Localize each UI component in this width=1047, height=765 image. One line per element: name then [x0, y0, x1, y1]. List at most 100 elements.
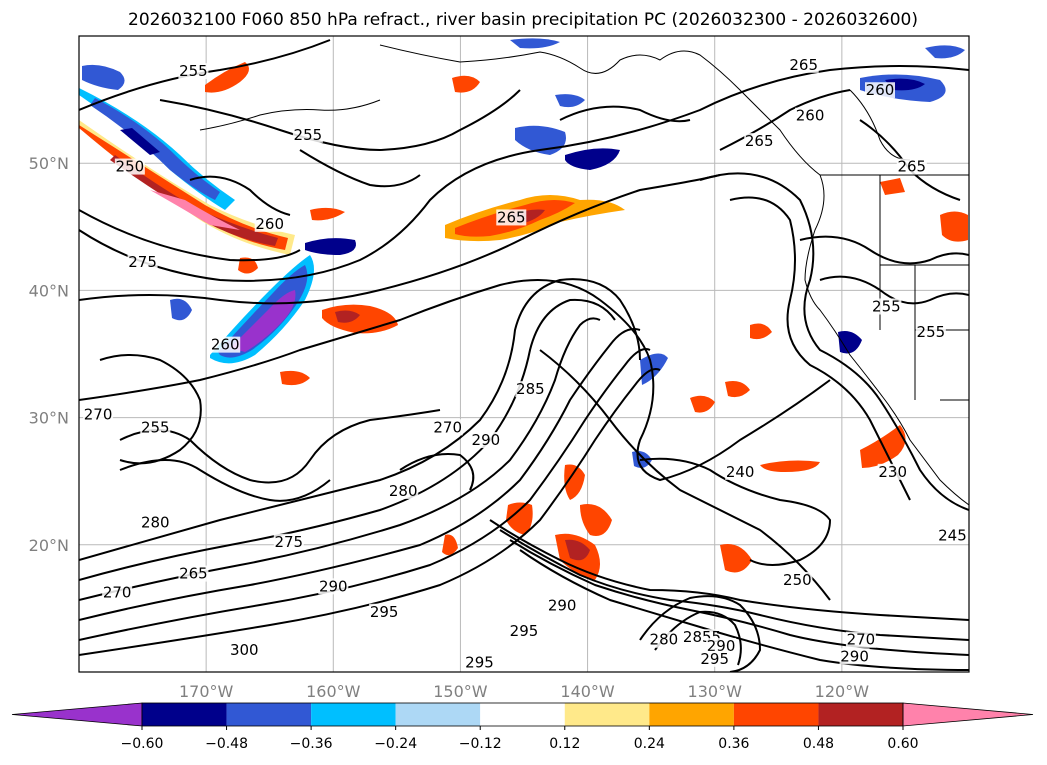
- contour-label: 285: [516, 380, 545, 398]
- lat-tick-label: 20°N: [29, 536, 69, 555]
- precip-blob-orange-left: [238, 257, 258, 274]
- precip-blob-orange-top: [452, 75, 480, 93]
- precip-blob-subtrop-g: [725, 381, 750, 398]
- contour-label-bg: [83, 406, 114, 423]
- precip-blob-orange-coast3: [750, 323, 772, 340]
- lon-tick-label: 170°W: [179, 682, 234, 701]
- coastline: [199, 44, 969, 506]
- contour-label-bg: [865, 82, 895, 99]
- lat-tick-label: 30°N: [29, 409, 69, 428]
- contour-label-bg: [877, 463, 908, 480]
- contour-label: 250: [783, 571, 812, 589]
- colorbar-bin: [142, 703, 227, 726]
- contour-label: 275: [128, 253, 157, 271]
- precip-blob-blue-44n: [305, 238, 356, 255]
- contour-label-bg: [915, 323, 946, 340]
- precip-blob-subtrop-a: [506, 502, 533, 535]
- colorbar-tick-label: −0.60: [121, 736, 164, 752]
- contour-label-bg: [937, 527, 968, 544]
- precip-blob-nw-navy: [120, 128, 160, 155]
- colorbar-extend-low: [11, 702, 143, 727]
- contour-label: 300: [230, 641, 259, 659]
- colorbar-bin: [649, 703, 734, 726]
- longitude-tick-labels: 170°W 160°W 150°W 140°W 130°W 120°W: [179, 682, 869, 701]
- precip-blob-nw-band: [79, 120, 295, 255]
- precip-blob-orange-coast4: [880, 178, 905, 195]
- contour-label-bg: [515, 381, 546, 398]
- colorbar-tick-label: 0.24: [634, 736, 665, 752]
- lon-tick-label: 140°W: [560, 682, 615, 701]
- precip-blob-subtrop-c: [580, 504, 612, 536]
- precip-shading: [79, 38, 968, 580]
- contour-label: 270: [103, 584, 132, 602]
- precip-blob-purple-core: [230, 290, 296, 352]
- contour-label: 265: [745, 132, 774, 150]
- contour-label: 280: [141, 514, 170, 532]
- colorbar-tick-label: −0.24: [374, 736, 417, 752]
- contour-label-bg: [470, 432, 501, 449]
- contour-label: 255: [141, 418, 170, 436]
- contour-label-bg: [388, 482, 419, 499]
- contour-label: 265: [789, 56, 818, 74]
- contour-label: 260: [255, 215, 284, 233]
- contour-label-bg: [464, 654, 495, 671]
- contour-label: 265: [897, 158, 926, 176]
- precip-blob-orange-37n-dark: [335, 310, 360, 323]
- colorbar-tick-label: 0.36: [718, 736, 749, 752]
- contour-label-bg: [369, 603, 400, 620]
- contour-label: 290: [840, 647, 869, 665]
- precip-blob-topleft-blue: [82, 64, 125, 90]
- precip-blob-ne-blue2: [925, 45, 965, 59]
- contour-label-bg: [845, 631, 876, 648]
- lon-tick-label: 160°W: [306, 682, 361, 701]
- lon-tick-label: 120°W: [815, 682, 870, 701]
- contour-labels: 255 255 250 260 275 265 265 260 260 265 265 255 255 2…: [83, 56, 968, 672]
- contour-label-bg: [432, 419, 463, 436]
- contour-label: 275: [274, 533, 303, 551]
- contour-label-bg: [782, 571, 813, 588]
- colorbar-bin: [564, 703, 650, 726]
- contour-label-bg: [547, 597, 578, 614]
- precip-blob-blue-ca: [838, 331, 862, 354]
- contour-label-bg: [140, 419, 171, 436]
- contour-label: 280: [650, 631, 679, 649]
- contour-label: 245: [938, 526, 967, 544]
- precip-blob-orange-sw2: [310, 207, 345, 221]
- precip-blob-orange-coast2: [940, 211, 968, 242]
- contour-label-bg: [178, 565, 209, 582]
- contour-label: 290: [548, 596, 577, 614]
- precip-blob-blue-52n-b: [565, 148, 620, 170]
- contour-label: 240: [726, 463, 755, 481]
- precip-blob-blue-top2: [555, 94, 585, 108]
- precip-blob-blue-sub3: [170, 298, 192, 321]
- contour-label-bg: [102, 584, 133, 601]
- contour-label-bg: [292, 126, 323, 143]
- colorbar-bin: [480, 703, 565, 726]
- contour-label: 255: [179, 62, 208, 80]
- precip-blob-subtrop-h: [760, 460, 820, 472]
- contour-label-bg: [229, 641, 260, 658]
- colorbar-tick-label: 0.60: [887, 736, 918, 752]
- colorbar-bin: [395, 703, 481, 726]
- contour-label: 230: [878, 463, 907, 481]
- lon-tick-label: 150°W: [433, 682, 488, 701]
- contour-label: 265: [497, 208, 526, 226]
- contour-label: 265: [179, 565, 208, 583]
- colorbar-tick-label: 0.48: [803, 736, 834, 752]
- precip-blob-orange-top2: [205, 62, 249, 93]
- colorbar-bin: [311, 703, 396, 726]
- contour-label-bg: [699, 650, 730, 667]
- contour-label-bg: [725, 463, 756, 480]
- precip-blob-subtrop-f: [690, 395, 715, 413]
- contour-label-bg: [839, 648, 870, 665]
- contour-label-bg: [254, 215, 285, 232]
- gridlines: [79, 36, 969, 672]
- precip-blob-subtrop-e: [720, 544, 752, 573]
- contour-label-bg: [178, 63, 209, 80]
- colorbar-frame: [141, 702, 904, 727]
- colorbar-tick-label: −0.12: [459, 736, 502, 752]
- contour-label-bg: [648, 631, 679, 648]
- colorbar-extend-high: [902, 702, 1034, 727]
- contour-label-bg: [140, 514, 171, 531]
